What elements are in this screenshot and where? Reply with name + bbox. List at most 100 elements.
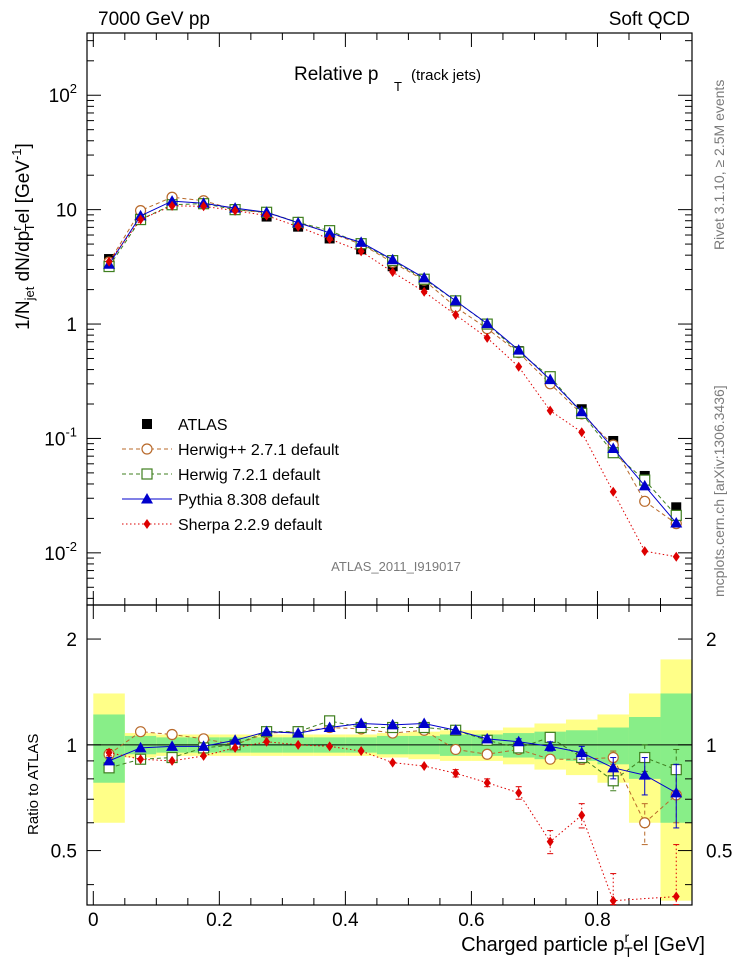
pythia-point-main bbox=[638, 479, 651, 491]
pythia-point-main bbox=[418, 271, 431, 283]
plot-title: Relative p T (track jets) bbox=[294, 64, 481, 94]
y-tick-label-main: 10-2 bbox=[44, 539, 77, 565]
pythia-point-main bbox=[607, 442, 620, 453]
plot-title-main: Relative p bbox=[294, 64, 379, 85]
y-tick-label-ratio-left: 2 bbox=[66, 630, 77, 651]
atlas-point-main bbox=[671, 502, 682, 513]
x-tick-label: 0.2 bbox=[206, 910, 232, 931]
sherpa-point-ratio bbox=[389, 757, 397, 768]
sherpa-point-ratio bbox=[578, 810, 586, 821]
y-tick-label-ratio-right: 2 bbox=[706, 630, 717, 651]
mcplots-info: mcplots.cern.ch [arXiv:1306.3436] bbox=[711, 385, 727, 597]
sherpa-point-ratio bbox=[672, 891, 680, 902]
pythia-point-ratio bbox=[166, 740, 179, 751]
x-tick-label: 0 bbox=[88, 910, 99, 931]
sherpa-point-ratio bbox=[420, 761, 428, 772]
x-axis-label: Charged particle pr Tel [GeV] bbox=[461, 929, 705, 960]
pythia-point-main bbox=[575, 405, 588, 417]
pythia-point-main bbox=[481, 317, 494, 329]
pythia-point-main bbox=[670, 516, 683, 528]
pythia-point-ratio bbox=[386, 718, 399, 730]
pythia-point-main bbox=[544, 373, 557, 385]
sherpa-point-main bbox=[137, 214, 145, 225]
pythia-point-ratio bbox=[292, 727, 305, 738]
herwigpp-point-ratio bbox=[450, 743, 462, 756]
pythia-point-main bbox=[323, 226, 336, 238]
sherpa-point-ratio bbox=[263, 736, 271, 747]
sherpa-point-main bbox=[231, 205, 239, 216]
sherpa-line-ratio bbox=[108, 741, 677, 902]
pythia-point-main bbox=[355, 236, 368, 247]
sherpa-point-ratio bbox=[452, 768, 460, 779]
sherpa-point-main bbox=[578, 427, 586, 438]
plot-title-suffix: (track jets) bbox=[411, 67, 481, 84]
y-axis-label-main: 1/Njet dN/dprTel [GeV-1] bbox=[9, 143, 37, 330]
sherpa-point-main bbox=[168, 200, 176, 211]
sherpa-point-main bbox=[609, 486, 617, 497]
sherpa-point-ratio bbox=[483, 777, 491, 788]
herwigpp-point-ratio bbox=[166, 728, 178, 741]
sherpa-point-ratio bbox=[294, 739, 302, 750]
y-tick-label-ratio-left: 0.5 bbox=[51, 842, 77, 863]
pythia-point-ratio bbox=[229, 734, 242, 745]
sherpa-point-ratio bbox=[200, 750, 208, 761]
x-tick-label: 0.4 bbox=[332, 910, 359, 931]
pythia-point-ratio bbox=[670, 786, 683, 798]
sherpa-point-main bbox=[200, 201, 208, 212]
legend-marker-pythia bbox=[141, 493, 153, 504]
sherpa-point-main bbox=[483, 332, 491, 343]
y-tick-label-ratio-right: 1 bbox=[706, 736, 717, 757]
sherpa-point-ratio bbox=[137, 754, 145, 765]
pythia-point-main bbox=[512, 344, 525, 355]
pythia-point-ratio bbox=[323, 721, 336, 733]
pythia-point-ratio bbox=[638, 769, 651, 780]
pythia-point-main bbox=[386, 253, 399, 265]
pythia-point-ratio bbox=[355, 717, 368, 728]
pythia-point-ratio bbox=[260, 725, 273, 737]
legend-label-herwig7: Herwig 7.2.1 default bbox=[178, 467, 321, 484]
sherpa-point-main bbox=[515, 361, 523, 372]
rivet-info: Rivet 3.1.10, ≥ 2.5M events bbox=[711, 80, 727, 250]
legend-marker-atlas bbox=[142, 419, 152, 429]
sherpa-point-ratio bbox=[609, 895, 617, 906]
y-tick-label-main: 10 bbox=[56, 201, 77, 222]
pythia-point-main bbox=[166, 195, 179, 206]
legend-label-sherpa: Sherpa 2.2.9 default bbox=[178, 517, 323, 534]
sherpa-point-ratio bbox=[515, 787, 523, 798]
legend-marker-herwig7 bbox=[141, 468, 153, 480]
pythia-point-ratio bbox=[544, 740, 557, 751]
header-left: 7000 GeV pp bbox=[98, 9, 210, 30]
herwigpp-point-ratio bbox=[134, 726, 147, 738]
sherpa-point-main bbox=[263, 210, 271, 221]
pythia-point-ratio bbox=[197, 740, 210, 751]
sherpa-point-ratio bbox=[168, 755, 176, 766]
sherpa-point-main bbox=[357, 246, 365, 257]
y-tick-label-main: 1 bbox=[66, 315, 77, 336]
herwigpp-point-ratio bbox=[544, 753, 556, 765]
x-tick-label: 0.8 bbox=[584, 910, 610, 931]
legend-label-pythia: Pythia 8.308 default bbox=[178, 492, 320, 509]
analysis-id: ATLAS_2011_I919017 bbox=[331, 559, 461, 574]
sherpa-point-main bbox=[641, 546, 649, 557]
sherpa-point-main bbox=[294, 221, 302, 232]
header-right: Soft QCD bbox=[609, 9, 690, 30]
legend-label-herwigpp: Herwig++ 2.7.1 default bbox=[178, 442, 340, 459]
pythia-point-ratio bbox=[418, 717, 431, 728]
sherpa-point-main bbox=[452, 309, 460, 320]
herwigpp-point-main bbox=[639, 495, 651, 507]
sherpa-point-main bbox=[420, 286, 428, 297]
pythia-point-ratio bbox=[103, 754, 116, 766]
y-tick-label-ratio-left: 1 bbox=[66, 736, 77, 757]
ratio-panel-frame bbox=[86, 604, 693, 906]
sherpa-point-main bbox=[105, 256, 113, 267]
sherpa-point-main bbox=[326, 233, 334, 244]
y-tick-label-main: 102 bbox=[49, 81, 77, 107]
pythia-point-main bbox=[449, 294, 462, 306]
sherpa-point-ratio bbox=[357, 746, 365, 757]
sherpa-point-ratio bbox=[231, 742, 239, 753]
pythia-point-ratio bbox=[607, 761, 620, 773]
pythia-point-ratio bbox=[481, 732, 494, 744]
sherpa-point-ratio bbox=[105, 747, 113, 758]
y-tick-label-main: 10-1 bbox=[44, 424, 77, 450]
